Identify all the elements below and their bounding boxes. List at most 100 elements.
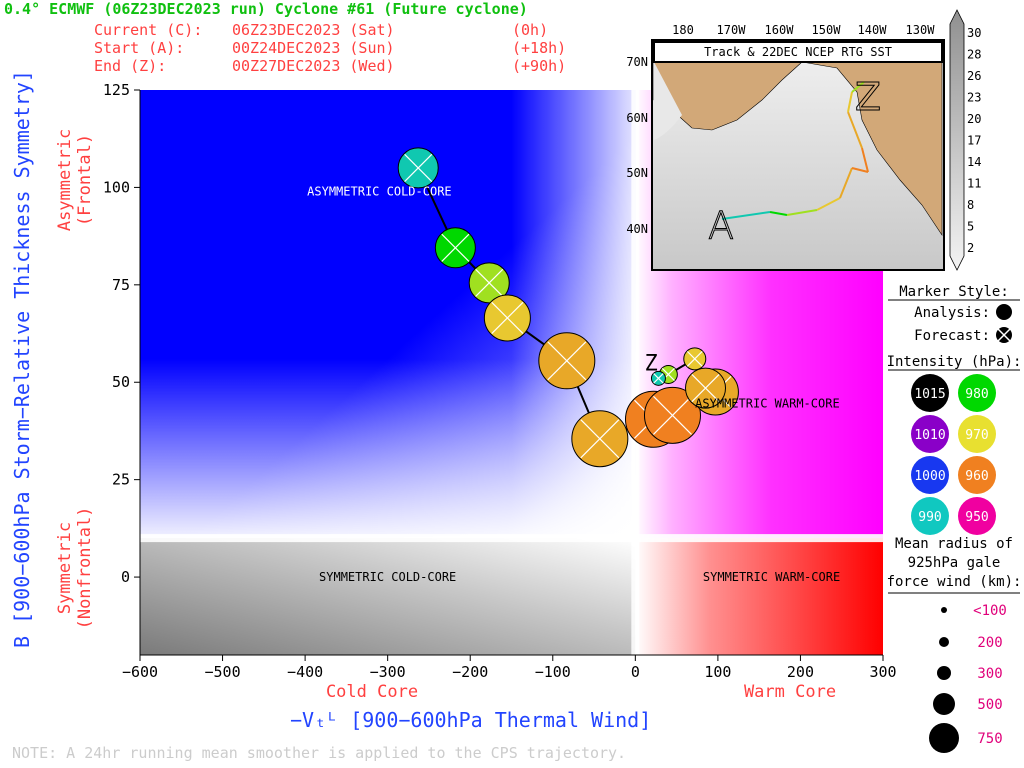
x-tick-label: 100	[704, 663, 731, 681]
asym-warm-label: ASYMMETRIC WARM-CORE	[695, 397, 840, 411]
x-tick-label: −300	[370, 663, 406, 681]
y-high-label-line1: Asymmetric	[55, 129, 75, 231]
y-tick-label: 125	[103, 81, 130, 99]
y-high-label-line2: (Frontal)	[75, 134, 95, 226]
y-tick-label: 0	[121, 568, 130, 586]
radius-title: force wind (km):	[887, 574, 1022, 590]
end-marker: Z	[644, 351, 657, 376]
forecast-cross	[653, 373, 664, 384]
intensity-swatch	[911, 456, 949, 494]
y-tick-label: 100	[103, 178, 130, 196]
colorbar-tick-label: 30	[967, 26, 981, 40]
trajectory-point	[483, 294, 531, 342]
inset-map: Track & 22DEC NCEP RTG SST A Z 180 170W 160W 1…	[626, 9, 981, 271]
y-tick-label: 75	[112, 276, 130, 294]
intensity-swatch	[958, 456, 996, 494]
trajectory-point	[397, 147, 439, 189]
colorbar-tick-label: 5	[967, 220, 974, 234]
colorbar-tick-label: 17	[967, 134, 981, 148]
bering-sea	[654, 62, 682, 140]
radius-swatch	[933, 693, 955, 715]
intensity-value: 970	[965, 428, 988, 443]
x-low-label: Cold Core	[326, 682, 418, 702]
y-tick-label: 50	[112, 373, 130, 391]
forecast-cross	[441, 233, 470, 262]
colorbar-tick-label: 20	[967, 112, 981, 126]
current-value: 06Z23DEC2023 (Sat)	[232, 21, 395, 39]
trajectory-point	[434, 227, 476, 269]
inset-lat-label: 50N	[626, 166, 648, 180]
intensity-value: 950	[965, 510, 988, 525]
forecast-label: Forecast:	[914, 328, 990, 344]
intensity-value: 980	[965, 387, 988, 402]
radius-value: 300	[977, 666, 1002, 682]
colorbar-tick-label: 28	[967, 48, 981, 62]
inset-lat-label: 40N	[626, 222, 648, 236]
x-tick-label: −200	[452, 663, 488, 681]
radius-value: 200	[977, 635, 1002, 651]
intensity-swatch	[911, 415, 949, 453]
forecast-cross	[997, 328, 1011, 342]
sst-colorbar	[949, 9, 965, 271]
current-offset: (0h)	[512, 21, 549, 39]
radius-title: 925hPa gale	[908, 555, 1001, 571]
intensity-swatch	[911, 497, 949, 535]
forecast-cross	[653, 395, 692, 435]
chart-axes: −600 −500 −400 −300 −200 −100 0 100 200 300 0 25 50 7…	[55, 81, 897, 702]
forecast-cross	[691, 374, 720, 403]
start-value: 00Z24DEC2023 (Sun)	[232, 39, 395, 57]
forecast-cross	[491, 301, 524, 335]
radius-swatch	[937, 666, 951, 680]
y-tick-label: 25	[112, 471, 130, 489]
forecast-cross	[580, 419, 620, 459]
neutral-band-v	[631, 90, 640, 655]
intensity-value: 1015	[914, 387, 945, 402]
x-tick-label: −600	[122, 663, 158, 681]
trajectory-point	[643, 386, 701, 444]
inset-title: Track & 22DEC NCEP RTG SST	[704, 45, 892, 59]
colorbar-tick-label: 14	[967, 155, 981, 169]
analysis-label: Analysis:	[914, 305, 990, 321]
inset-lon-label: 170W	[717, 23, 747, 37]
intensity-value: 990	[918, 510, 941, 525]
inset-lon-label: 160W	[765, 23, 795, 37]
trajectory-point	[683, 347, 707, 371]
radius-value: 500	[977, 697, 1002, 713]
radius-value: <100	[973, 603, 1007, 619]
inset-lat-label: 60N	[626, 111, 648, 125]
analysis-marker	[996, 304, 1012, 320]
forecast-cross	[404, 153, 433, 182]
plot-background	[140, 90, 883, 655]
inset-track-segment	[721, 211, 771, 220]
radius-swatch	[941, 607, 947, 613]
inset-track-segment	[861, 147, 869, 173]
forecast-cross	[686, 350, 703, 367]
north-america-land	[654, 61, 943, 236]
start-label: Start (A):	[94, 39, 185, 57]
inset-start-marker: A	[708, 204, 734, 248]
forecast-cross	[547, 341, 587, 381]
colorbar-tick-label: 26	[967, 69, 981, 83]
radius-swatch	[939, 637, 949, 647]
y-high-label: Asymmetric (Frontal)	[55, 129, 95, 231]
intensity-title: Intensity (hPa):	[887, 354, 1022, 370]
forecast-cross	[475, 268, 504, 297]
inset-lon-label: 130W	[906, 23, 936, 37]
colorbar-tick-label: 8	[967, 198, 974, 212]
end-offset: (+90h)	[512, 57, 567, 75]
colorbar-tick-label: 23	[967, 91, 981, 105]
intensity-value: 1010	[914, 428, 945, 443]
sym-cold-region	[140, 538, 636, 655]
chart-title: 0.4° ECMWF (06Z23DEC2023 run) Cyclone #6…	[4, 0, 528, 18]
inset-track-segment	[847, 91, 853, 113]
marker-style-title: Marker Style:	[899, 284, 1009, 300]
smoother-note: NOTE: A 24hr running mean smoother is ap…	[12, 744, 627, 762]
x-tick-label: −400	[287, 663, 323, 681]
inset-track-segment	[839, 167, 853, 199]
start-offset: (+18h)	[512, 39, 567, 57]
cps-trajectory: Z	[397, 147, 739, 468]
x-tick-label: −100	[535, 663, 571, 681]
inset-end-marker: Z	[855, 75, 881, 119]
inset-lat-label: 70N	[626, 55, 648, 69]
